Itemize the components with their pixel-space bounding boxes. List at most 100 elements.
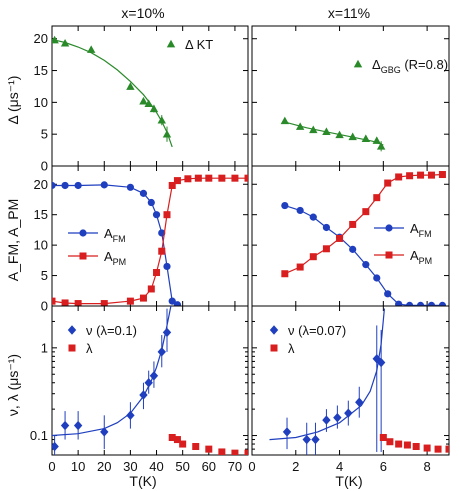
data-point <box>336 234 344 242</box>
data-point <box>73 420 83 431</box>
data-point <box>74 300 82 306</box>
y-tick-label: 0.1 <box>30 428 48 443</box>
legend-marker <box>385 251 393 259</box>
legend-label: ν (λ=0.07) <box>288 323 346 338</box>
y-tick-label: 0 <box>41 159 48 174</box>
x-tick-label: 8 <box>423 459 430 474</box>
legend-entry: λ <box>68 341 93 356</box>
x-tick-label: 10 <box>71 459 85 474</box>
panel-delta10: 0 5 10 15 20 Δ KT <box>34 25 249 174</box>
data-point <box>322 245 330 253</box>
data-point <box>406 172 414 180</box>
data-point <box>427 301 436 306</box>
series-line <box>52 177 248 305</box>
data-point <box>139 294 147 302</box>
data-point <box>348 132 357 141</box>
data-point <box>438 171 446 179</box>
data-point <box>309 213 317 221</box>
data-point <box>427 171 435 179</box>
data-point <box>205 174 213 182</box>
data-point <box>139 96 148 105</box>
x-tick-label: 0 <box>48 459 55 474</box>
legend-entry: AFM <box>374 221 432 239</box>
panel-frac10: 0 5 10 15 20 AFM APM <box>34 165 249 314</box>
x-tick-label: 2 <box>292 459 299 474</box>
legend-entry: APM <box>68 249 126 267</box>
data-point <box>163 211 171 219</box>
data-point <box>231 449 239 455</box>
plot-area <box>280 116 386 152</box>
legend-marker <box>79 229 87 237</box>
legend-entry: ν (λ=0.07) <box>269 323 346 338</box>
y-tick-label: 20 <box>34 31 48 46</box>
panel-nu11: 0 2 4 6 8 ν (λ=0.07) λ <box>248 305 450 474</box>
data-point <box>163 262 171 271</box>
data-point <box>74 181 82 190</box>
data-point <box>417 171 425 179</box>
y-tick-label: 1 <box>41 340 48 355</box>
data-point <box>302 434 311 445</box>
data-point <box>362 208 370 216</box>
series-line <box>52 184 178 306</box>
plot-area <box>269 308 449 455</box>
ylabel-delta: Δ (μs⁻¹) <box>5 76 21 125</box>
data-point <box>126 410 135 421</box>
plot-area <box>52 306 248 455</box>
data-point <box>218 174 226 182</box>
y-tick-label: 5 <box>41 127 48 142</box>
data-point <box>168 297 176 305</box>
data-point <box>282 427 292 437</box>
data-point <box>395 300 403 306</box>
y-tick-label: 10 <box>34 95 48 110</box>
data-point <box>376 142 386 150</box>
data-point <box>362 261 370 269</box>
data-point <box>373 194 381 202</box>
data-point <box>322 415 331 425</box>
data-point <box>52 181 56 190</box>
data-point <box>416 301 425 306</box>
data-point <box>373 274 381 282</box>
data-point <box>192 443 200 451</box>
legend-entry: AFM <box>68 226 126 244</box>
data-point <box>100 300 108 306</box>
legend-label: ΔGBG (R=0.8) <box>372 57 448 75</box>
legend-marker <box>270 344 278 352</box>
panel-delta11: ΔGBG (R=0.8) <box>251 25 450 167</box>
legend-marker <box>166 39 176 48</box>
data-point <box>403 441 411 449</box>
data-point <box>173 177 181 185</box>
data-point <box>333 412 342 423</box>
data-point <box>139 189 148 197</box>
x-tick-label: 20 <box>97 459 111 474</box>
legend-marker <box>269 325 279 335</box>
data-point <box>349 245 357 253</box>
data-point <box>322 223 331 232</box>
panel-frac11: AFM APM <box>251 165 450 307</box>
data-point <box>244 449 248 455</box>
y-tick-label: 20 <box>34 177 48 192</box>
data-point <box>153 269 161 277</box>
legend-marker <box>353 59 363 68</box>
data-point <box>184 175 192 183</box>
xlabel-right: T(K) <box>335 473 362 489</box>
plot-area <box>52 174 248 306</box>
data-point <box>126 82 135 90</box>
data-point <box>126 183 134 191</box>
data-point <box>395 440 403 448</box>
fit-curve <box>284 121 384 146</box>
data-point <box>162 327 172 338</box>
legend-marker <box>67 325 77 335</box>
fit-curve <box>52 306 172 437</box>
data-point <box>60 420 70 431</box>
panel-frame <box>251 25 450 167</box>
panel-frame <box>251 305 450 456</box>
legend-entry: ΔGBG (R=0.8) <box>353 57 448 75</box>
legend-label: λ <box>86 341 93 356</box>
data-point <box>379 433 387 441</box>
data-point <box>281 270 289 278</box>
data-point <box>218 448 226 455</box>
data-point <box>179 440 187 448</box>
xlabel-left: T(K) <box>129 473 156 489</box>
ylabel-fractions: A_FM, A_PM <box>5 199 21 281</box>
